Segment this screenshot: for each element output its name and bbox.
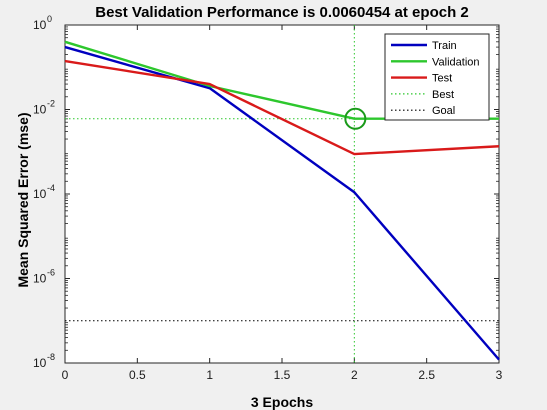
series-line-train	[64, 45, 500, 361]
x-tick-label: 0	[62, 368, 69, 382]
y-tick-label-exponent: -8	[47, 352, 55, 362]
legend-label-validation: Validation	[432, 56, 480, 68]
y-tick-label-exponent: -2	[47, 99, 55, 109]
x-tick-label: 2.5	[418, 368, 435, 382]
y-tick-label-base: 10	[33, 356, 47, 370]
x-tick-label: 1.5	[274, 368, 291, 382]
legend-label-test: Test	[432, 73, 452, 85]
x-tick-label: 1	[206, 368, 213, 382]
x-tick-label: 3	[496, 368, 503, 382]
y-tick-label-base: 10	[33, 187, 47, 201]
x-tick-label: 0.5	[129, 368, 146, 382]
legend: Train Validation Test Best Goal	[384, 33, 490, 121]
series-line-test	[64, 59, 500, 156]
x-tick-label: 2	[351, 368, 358, 382]
y-tick-label-exponent: -6	[47, 268, 55, 278]
legend-label-best: Best	[432, 89, 454, 101]
x-axis-label: 3 Epochs	[251, 394, 313, 410]
legend-label-train: Train	[432, 40, 457, 52]
y-axis-label: Mean Squared Error (mse)	[15, 112, 31, 287]
y-tick-label-exponent: -4	[47, 183, 55, 193]
chart-title: Best Validation Performance is 0.0060454…	[95, 4, 469, 21]
y-tick-label-base: 10	[33, 272, 47, 286]
best-point-marker	[344, 107, 367, 130]
y-tick-label-base: 10	[33, 18, 47, 32]
y-tick-label-exponent: 0	[47, 14, 52, 24]
y-tick-label-base: 10	[33, 103, 47, 117]
legend-label-goal: Goal	[432, 105, 455, 117]
